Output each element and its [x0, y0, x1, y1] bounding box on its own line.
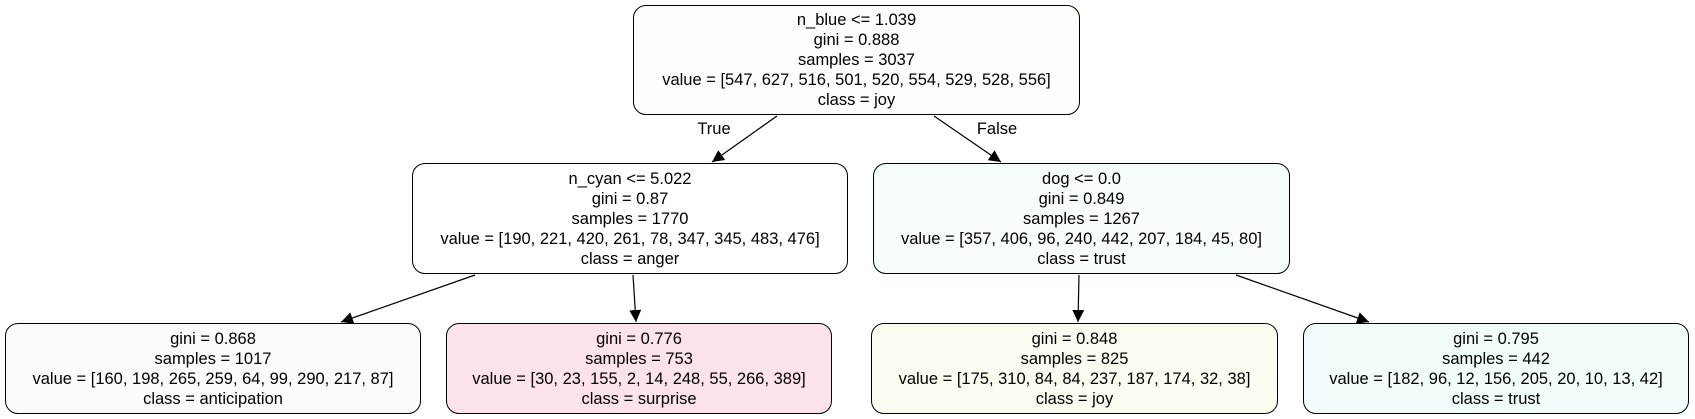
- node-value: value = [547, 627, 516, 501, 520, 554, 5…: [662, 71, 1051, 89]
- node-samples: samples = 1267: [1023, 209, 1140, 228]
- node-gini: gini = 0.888: [813, 31, 900, 49]
- node-class: class = joy: [817, 91, 896, 109]
- node-samples: samples = 3037: [798, 51, 915, 69]
- tree-leaf-left-right: gini = 0.776 samples = 753 value = [30, …: [446, 323, 832, 414]
- edge-label-false: False: [976, 120, 1018, 138]
- node-split: dog <= 0.0: [1042, 169, 1121, 188]
- node-class: class = trust: [1037, 249, 1126, 268]
- edge-root-to-left: [711, 115, 778, 163]
- edge-label-true: True: [697, 120, 731, 138]
- node-gini: gini = 0.849: [1038, 189, 1125, 208]
- node-class: class = anger: [580, 249, 680, 268]
- node-gini: gini = 0.848: [1031, 329, 1118, 348]
- node-class: class = joy: [1035, 389, 1114, 408]
- node-value: value = [190, 221, 420, 261, 78, 347, 34…: [440, 229, 820, 248]
- node-value: value = [160, 198, 265, 259, 64, 99, 290…: [32, 369, 394, 388]
- edge-right-to-leaf-rr: [1235, 274, 1370, 324]
- tree-leaf-left-left: gini = 0.868 samples = 1017 value = [160…: [5, 323, 421, 414]
- node-samples: samples = 442: [1442, 349, 1550, 368]
- tree-node-left: n_cyan <= 5.022 gini = 0.87 samples = 17…: [412, 163, 848, 274]
- edge-right-to-leaf-rl: [1072, 274, 1085, 323]
- node-value: value = [30, 23, 155, 2, 14, 248, 55, 26…: [472, 369, 806, 388]
- node-gini: gini = 0.795: [1453, 329, 1539, 348]
- node-samples: samples = 825: [1020, 349, 1129, 368]
- edge-left-to-leaf-ll: [340, 274, 476, 324]
- node-class: class = surprise: [581, 389, 697, 408]
- edge-root-to-right: [933, 115, 1002, 163]
- node-gini: gini = 0.87: [591, 189, 669, 208]
- node-split: n_cyan <= 5.022: [568, 169, 692, 188]
- node-samples: samples = 1017: [154, 349, 272, 368]
- node-value: value = [357, 406, 96, 240, 442, 207, 18…: [900, 229, 1262, 248]
- node-gini: gini = 0.868: [170, 329, 256, 348]
- node-gini: gini = 0.776: [596, 329, 682, 348]
- tree-leaf-right-right: gini = 0.795 samples = 442 value = [182,…: [1303, 323, 1689, 414]
- edge-left-to-leaf-lr: [629, 274, 642, 323]
- node-class: class = trust: [1451, 389, 1541, 408]
- node-value: value = [182, 96, 12, 156, 205, 20, 10, …: [1329, 369, 1663, 388]
- node-value: value = [175, 310, 84, 84, 237, 187, 174…: [898, 369, 1251, 388]
- tree-node-root: n_blue <= 1.039 gini = 0.888 samples = 3…: [633, 5, 1080, 115]
- node-samples: samples = 1770: [571, 209, 689, 228]
- tree-leaf-right-left: gini = 0.848 samples = 825 value = [175,…: [871, 323, 1278, 414]
- node-split: n_blue <= 1.039: [796, 11, 917, 29]
- tree-node-right: dog <= 0.0 gini = 0.849 samples = 1267 v…: [873, 163, 1290, 274]
- node-class: class = anticipation: [143, 389, 283, 408]
- node-samples: samples = 753: [585, 349, 693, 368]
